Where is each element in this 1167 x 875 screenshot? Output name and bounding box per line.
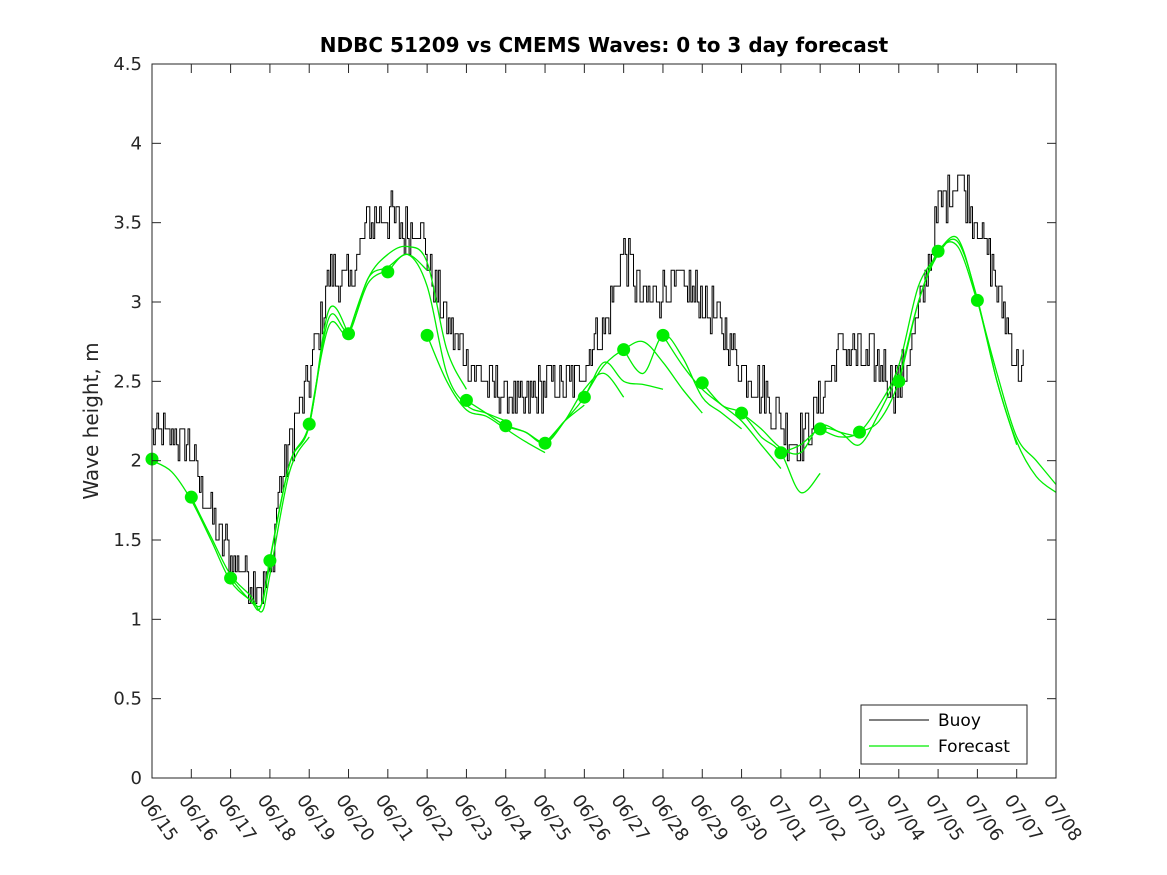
forecast-marker bbox=[263, 554, 277, 568]
x-tick-label: 06/23 bbox=[449, 791, 496, 846]
forecast-line bbox=[819, 254, 939, 438]
forecast-marker bbox=[735, 406, 749, 420]
forecast-marker bbox=[224, 571, 238, 585]
x-tick-label: 06/25 bbox=[528, 791, 575, 846]
forecast-line bbox=[937, 235, 1057, 493]
forecast-marker bbox=[892, 374, 906, 388]
x-tick-label: 07/08 bbox=[1039, 791, 1086, 846]
x-tick-label: 07/06 bbox=[960, 791, 1007, 846]
plot-area bbox=[152, 64, 1056, 778]
x-tick-label: 06/30 bbox=[724, 791, 771, 846]
y-axis: 0 0.5 1 1.5 2 2.5 3 3.5 4 4.5 bbox=[113, 54, 1056, 789]
forecast-marker bbox=[420, 328, 434, 342]
forecast-marker bbox=[852, 425, 866, 439]
x-tick-label: 07/07 bbox=[1000, 791, 1047, 846]
x-tick-label: 06/22 bbox=[410, 791, 457, 846]
y-tick-label: 0 bbox=[131, 768, 142, 789]
x-tick-label: 06/18 bbox=[253, 791, 300, 846]
chart-title: NDBC 51209 vs CMEMS Waves: 0 to 3 day fo… bbox=[320, 33, 889, 57]
y-tick-label: 4.5 bbox=[113, 54, 142, 75]
forecast-marker bbox=[970, 293, 984, 307]
legend-forecast-label: Forecast bbox=[938, 737, 1010, 757]
forecast-line bbox=[780, 373, 900, 454]
legend: Buoy Forecast bbox=[860, 704, 1028, 765]
forecast-marker bbox=[774, 446, 788, 460]
x-tick-label: 07/01 bbox=[764, 791, 811, 846]
buoy-line bbox=[152, 174, 1024, 604]
x-tick-label: 06/20 bbox=[331, 791, 378, 846]
x-tick-label: 06/15 bbox=[135, 791, 182, 846]
forecast-line bbox=[151, 460, 271, 611]
forecast-marker bbox=[538, 436, 552, 450]
x-tick-label: 06/27 bbox=[607, 791, 654, 846]
x-tick-label: 06/16 bbox=[174, 791, 221, 846]
forecast-line bbox=[269, 269, 389, 561]
x-tick-label: 06/24 bbox=[489, 791, 536, 846]
forecast-marker bbox=[381, 265, 395, 279]
forecast-line bbox=[190, 436, 310, 613]
forecast-marker bbox=[813, 422, 827, 436]
forecast-marker bbox=[342, 327, 356, 341]
x-tick-label: 06/26 bbox=[567, 791, 614, 846]
x-tick-label: 07/03 bbox=[842, 791, 889, 846]
forecast-marker bbox=[499, 419, 513, 433]
forecast-marker bbox=[656, 328, 670, 342]
x-tick-label: 07/02 bbox=[803, 791, 850, 846]
x-tick-label: 06/21 bbox=[371, 791, 418, 846]
forecast-line bbox=[583, 340, 703, 414]
forecast-line bbox=[544, 361, 664, 444]
buoy-series bbox=[152, 174, 1024, 604]
y-tick-label: 0.5 bbox=[113, 689, 142, 710]
y-tick-label: 2 bbox=[131, 451, 142, 472]
forecast-marker bbox=[617, 343, 631, 357]
forecast-line bbox=[701, 382, 821, 494]
x-tick-label: 06/17 bbox=[214, 791, 261, 846]
forecast-series bbox=[151, 235, 1057, 613]
y-tick-label: 4 bbox=[131, 133, 142, 154]
forecast-marker bbox=[184, 490, 198, 504]
forecast-marker bbox=[577, 390, 591, 404]
forecast-line bbox=[347, 245, 467, 390]
legend-buoy-label: Buoy bbox=[938, 711, 981, 731]
x-tick-label: 06/19 bbox=[292, 791, 339, 846]
forecast-markers bbox=[145, 244, 984, 585]
x-tick-label: 07/05 bbox=[921, 791, 968, 846]
x-tick-label: 07/04 bbox=[882, 791, 929, 846]
legend-box bbox=[860, 704, 1028, 765]
y-tick-label: 1 bbox=[131, 609, 142, 630]
x-tick-label: 06/29 bbox=[685, 791, 732, 846]
forecast-line bbox=[623, 334, 743, 430]
forecast-line bbox=[426, 335, 546, 454]
y-tick-label: 3.5 bbox=[113, 213, 142, 234]
forecast-marker bbox=[931, 244, 945, 258]
y-tick-label: 3 bbox=[131, 292, 142, 313]
y-axis-label: Wave height, m bbox=[79, 342, 103, 499]
x-tick-label: 06/28 bbox=[646, 791, 693, 846]
forecast-marker bbox=[695, 376, 709, 390]
plot-frame bbox=[151, 63, 1057, 779]
y-tick-label: 1.5 bbox=[113, 530, 142, 551]
forecast-marker bbox=[302, 417, 316, 431]
forecast-line bbox=[976, 300, 1057, 485]
y-tick-label: 2.5 bbox=[113, 371, 142, 392]
forecast-marker bbox=[459, 393, 473, 407]
